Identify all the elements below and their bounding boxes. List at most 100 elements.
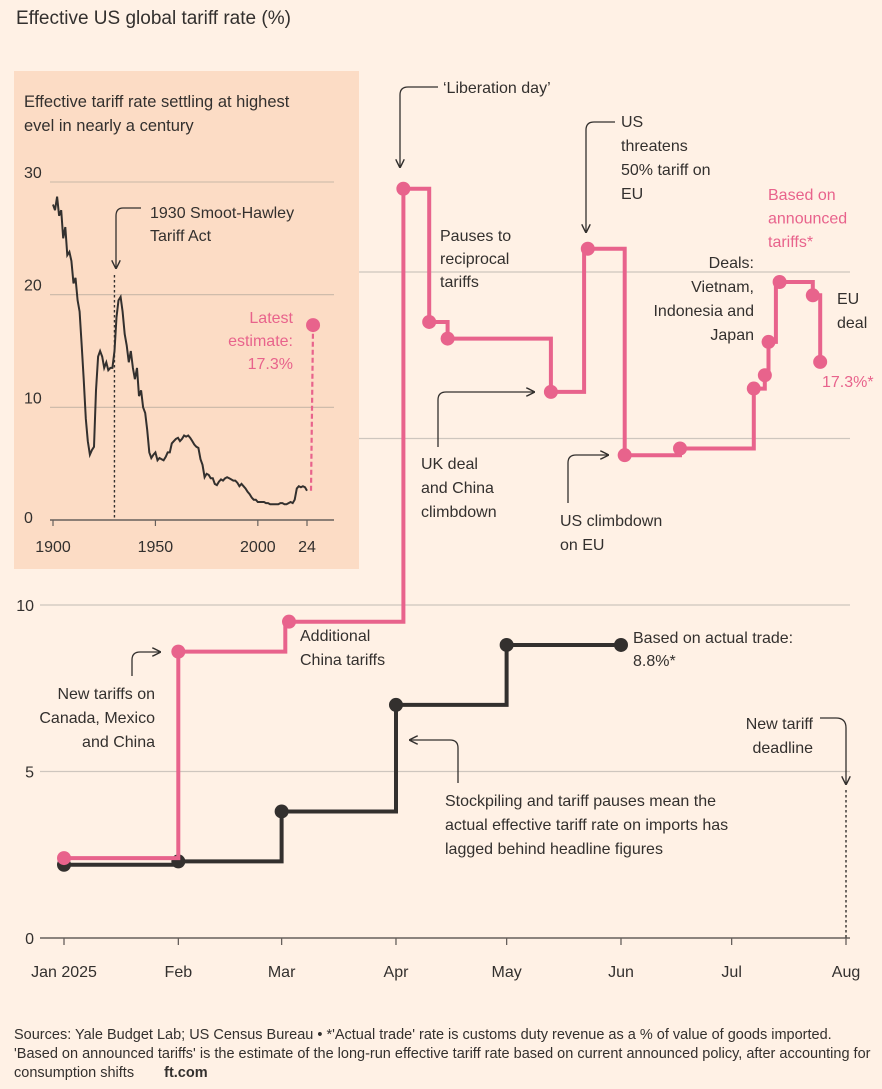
inset-x-tick-1950: 1950 [138, 539, 174, 556]
announced-step-line [64, 186, 823, 861]
ft-logo[interactable]: ft.com [164, 1065, 208, 1081]
x-tick-jul: Jul [721, 964, 741, 981]
us-threatens-label-line-1: US [621, 114, 643, 131]
stockpiling-arrow [410, 740, 459, 783]
us-climbdown-label-line-1: US climbdown [560, 513, 662, 530]
stockpiling-label-line-2: actual effective tariff rate on imports … [445, 817, 728, 834]
liberation-day-arrow [400, 86, 438, 167]
us-threatens-label-line-3: 50% tariff on [621, 162, 711, 179]
inset-chart: Effective tariff rate settling at highes… [14, 71, 359, 569]
latest-estimate-label-line-1: Latest [249, 310, 293, 327]
stockpiling-label-line-3: lagged behind headline figures [445, 841, 663, 858]
x-tick-may: May [492, 964, 522, 981]
x-tick-jan-2025: Jan 2025 [31, 964, 97, 981]
inset-background [14, 71, 359, 569]
announced-marker-1 [57, 851, 71, 866]
announced-marker-11 [746, 381, 761, 396]
eu-deal-label-line-2: deal [837, 315, 867, 332]
announced-marker-13 [761, 334, 776, 349]
actual-trade-label-line-1: Based on actual trade: [633, 630, 793, 647]
y-tick-0: 0 [25, 931, 34, 948]
announced-marker-8 [580, 241, 595, 256]
deals-label-line-3: Indonesia and [653, 303, 754, 320]
actual-marker-3 [274, 804, 289, 819]
inset-latest-dashed [309, 325, 315, 491]
x-tick-jun: Jun [608, 964, 634, 981]
inset-y-tick-0: 0 [24, 510, 33, 527]
inset-y-tick-30: 30 [24, 165, 42, 182]
actual-marker-6 [613, 637, 628, 652]
announced-marker-10 [673, 441, 688, 456]
y-tick-10: 10 [16, 598, 34, 615]
x-tick-feb: Feb [165, 964, 193, 981]
latest-pct-label: 17.3%* [822, 374, 874, 391]
uk-deal-label-line-1: UK deal [421, 456, 478, 473]
eu-deal-label-line-1: EU [837, 291, 859, 308]
liberation-day-label: ‘Liberation day’ [443, 80, 551, 97]
stockpiling-label-line-1: Stockpiling and tariff pauses mean the [445, 793, 716, 810]
announced-marker-9 [617, 448, 632, 463]
deals-label-line-4: Japan [710, 327, 754, 344]
inset-y-tick-20: 20 [24, 278, 42, 295]
new-tariffs-label-line-3: and China [82, 734, 155, 751]
us-threatens-label-line-4: EU [621, 186, 643, 203]
announced-marker-4 [396, 181, 411, 196]
new-tariffs-label-line-2: Canada, Mexico [39, 710, 155, 727]
pauses-label-line-3: tariffs [440, 274, 479, 291]
actual-marker-4 [388, 697, 403, 712]
uk-deal-label-line-3: climbdown [421, 504, 497, 521]
latest-estimate-label-line-3: 17.3% [248, 356, 293, 373]
announced-marker-14 [772, 274, 787, 289]
actual-trade-label-line-2: 8.8%* [633, 653, 676, 670]
announced-marker-5 [422, 314, 437, 329]
inset-x-tick-2000: 2000 [240, 539, 276, 556]
announced-marker-15 [805, 288, 820, 303]
new-deadline-label-line-2: deadline [753, 740, 814, 757]
announced-marker-3 [282, 614, 297, 629]
sources-note: Sources: Yale Budget Lab; US Census Bure… [14, 1027, 871, 1081]
pauses-label-line-1: Pauses to [440, 228, 511, 245]
inset-title-line-1: Effective tariff rate settling at highes… [24, 93, 290, 111]
announced-marker-12 [757, 368, 772, 383]
footer: Sources: Yale Budget Lab; US Census Bure… [14, 1026, 874, 1083]
inset-title-line-2: evel in nearly a century [24, 117, 194, 135]
based-on-announced-label-line-2: announced [768, 211, 847, 228]
based-on-announced-label-line-3: tariffs* [768, 234, 813, 251]
us-climbdown-arrow [567, 455, 608, 503]
based-on-announced-label-line-1: Based on [768, 187, 836, 204]
latest-estimate-label-line-2: estimate: [228, 333, 293, 350]
us-climbdown-label-line-2: on EU [560, 537, 604, 554]
new-tariffs-arrow [131, 652, 160, 676]
x-tick-mar: Mar [268, 964, 296, 981]
us-threatens-arrow [586, 121, 615, 232]
main-series [57, 181, 828, 872]
main-gridlines [40, 271, 850, 939]
inset-x-tick-24: 24 [298, 539, 316, 556]
smoot-hawley-label-line-1: 1930 Smoot-Hawley [150, 205, 294, 222]
x-tick-apr: Apr [384, 964, 410, 981]
announced-marker-6 [440, 331, 455, 346]
announced-marker-2 [171, 644, 186, 659]
pauses-label-line-2: reciprocal [440, 251, 509, 268]
deals-label-line-2: Vietnam, [691, 279, 754, 296]
additional-china-label-line-2: China tariffs [300, 652, 385, 669]
new-deadline-label-line-1: New tariff [746, 716, 814, 733]
inset-latest-point [306, 318, 321, 333]
announced-marker-16 [813, 354, 828, 369]
smoot-hawley-label-line-2: Tariff Act [150, 228, 212, 245]
inset-x-tick-1900: 1900 [35, 539, 71, 556]
additional-china-label-line-1: Additional [300, 628, 370, 645]
inset-history-line [52, 196, 308, 506]
x-tick-aug: Aug [832, 964, 860, 981]
inset-y-tick-10: 10 [24, 390, 42, 407]
uk-deal-arrow [437, 392, 534, 447]
new-deadline-arrow [820, 717, 846, 784]
main-annotations: ‘Liberation day’ Pauses to reciprocal tarif… [39, 80, 874, 938]
chart-title: Effective US global tariff rate (%) [16, 8, 291, 29]
uk-deal-label-line-2: and China [421, 480, 494, 497]
y-tick-5: 5 [25, 765, 34, 782]
deals-label-line-1: Deals: [709, 255, 754, 272]
smoot-hawley-arrow [116, 207, 141, 268]
announced-marker-7 [543, 384, 558, 399]
